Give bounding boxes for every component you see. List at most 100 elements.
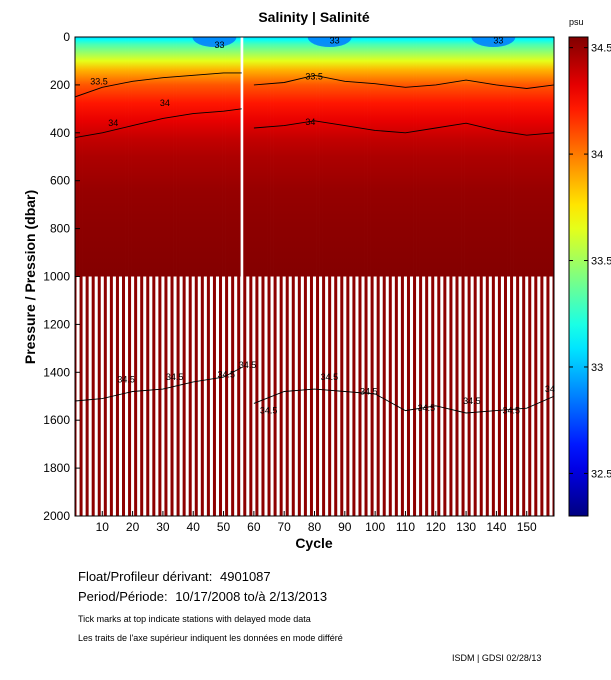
deep-profile-column — [394, 276, 398, 516]
profile-column — [91, 37, 96, 277]
colorbar-scale — [568, 36, 589, 517]
profile-column — [373, 37, 378, 277]
profile-column — [273, 37, 277, 277]
contour-line-33-5 — [75, 72, 242, 98]
profile-column — [309, 37, 314, 277]
profile-column — [522, 37, 526, 277]
profile-column — [334, 37, 338, 277]
profile-column — [370, 37, 374, 277]
x-tick-label: 30 — [156, 520, 170, 534]
profile-column — [288, 37, 293, 277]
profile-column — [391, 37, 396, 277]
surface-contour-label: 33 — [330, 35, 340, 45]
profile-column — [285, 37, 290, 277]
profile-column — [340, 37, 344, 277]
profile-column — [279, 37, 284, 277]
profile-column — [473, 37, 478, 277]
deep-profile-column — [528, 276, 532, 516]
profile-column — [416, 37, 420, 277]
profile-column — [394, 37, 399, 277]
deep-profile-column — [334, 276, 338, 516]
deep-profile-column — [164, 276, 168, 516]
x-axis-label: Cycle — [295, 535, 333, 551]
profile-column — [112, 37, 117, 277]
deep-profile-column — [200, 276, 204, 516]
deep-profile-column — [212, 276, 216, 516]
x-tick-label: 60 — [247, 520, 261, 534]
deep-profile-column — [194, 276, 198, 516]
period-value: 10/17/2008 to/à 2/13/2013 — [175, 589, 328, 604]
deep-profile-column — [255, 276, 259, 516]
deep-profile-column — [303, 276, 307, 516]
profile-column — [297, 37, 302, 277]
profile-column — [164, 37, 168, 277]
deep-profile-column — [510, 276, 514, 516]
profile-column — [173, 37, 177, 277]
x-tick-label: 20 — [126, 520, 140, 534]
profile-column — [94, 37, 99, 277]
profile-column — [267, 37, 271, 277]
colorbar-tick-label: 34.5 — [591, 43, 611, 55]
profile-column — [452, 37, 456, 277]
y-tick-label: 1600 — [43, 413, 70, 427]
profile-column — [246, 37, 250, 277]
profile-column — [352, 37, 356, 277]
profile-column — [106, 37, 111, 277]
deep-profile-column — [261, 276, 265, 516]
profile-column — [449, 37, 453, 277]
profile-column — [188, 37, 193, 277]
profile-column — [140, 37, 144, 277]
float-label: Float/Profileur dérivant: — [78, 569, 213, 584]
profile-column — [270, 37, 274, 277]
deep-profile-column — [75, 276, 77, 516]
deep-profile-column — [503, 276, 507, 516]
x-tick-label: 40 — [187, 520, 201, 534]
profile-column — [316, 37, 320, 277]
profile-column — [443, 37, 447, 277]
colorbar: 32.5 33 33.5 34 34.5 — [568, 36, 611, 517]
profile-column — [346, 37, 350, 277]
profile-column — [510, 37, 514, 277]
deep-profile-column — [473, 276, 477, 516]
surface-fresh-patch — [471, 37, 516, 47]
profile-column — [428, 37, 432, 277]
deep-profile-column — [352, 276, 356, 516]
profile-column — [476, 37, 481, 277]
profile-column — [197, 37, 202, 277]
profile-column — [503, 37, 508, 277]
profile-column — [546, 37, 550, 277]
profile-column — [461, 37, 465, 277]
deep-profile-column — [485, 276, 489, 516]
profile-column — [552, 37, 554, 277]
contour-line-34 — [253, 120, 554, 136]
deep-profile-column — [309, 276, 313, 516]
profile-column — [255, 37, 259, 277]
profile-column — [500, 37, 505, 277]
contour-label: 33.5 — [90, 76, 108, 86]
profile-column — [75, 37, 77, 277]
profile-column — [406, 37, 411, 277]
y-tick-label: 800 — [50, 222, 70, 236]
contour-label: 34.5 — [117, 375, 135, 385]
profile-column — [364, 37, 368, 277]
deep-profile-column — [322, 276, 326, 516]
profile-column — [194, 37, 199, 277]
profile-column — [97, 37, 102, 277]
profile-column — [464, 37, 468, 277]
deep-profile-column — [128, 276, 132, 516]
profile-column — [200, 37, 205, 277]
deep-profile-column — [170, 276, 174, 516]
profile-column — [413, 37, 417, 277]
surface-contour-label: 33 — [493, 35, 503, 45]
profile-column — [534, 37, 538, 277]
colorbar-tick-label: 34 — [591, 149, 603, 161]
deep-profile-column — [85, 276, 89, 516]
deep-profile-column — [103, 276, 107, 516]
contour-label: 34.5 — [166, 372, 184, 382]
profile-column — [243, 37, 247, 277]
deep-profile-column — [158, 276, 162, 516]
deep-profile-column — [431, 276, 435, 516]
profile-column — [179, 37, 184, 277]
profile-column — [516, 37, 520, 277]
